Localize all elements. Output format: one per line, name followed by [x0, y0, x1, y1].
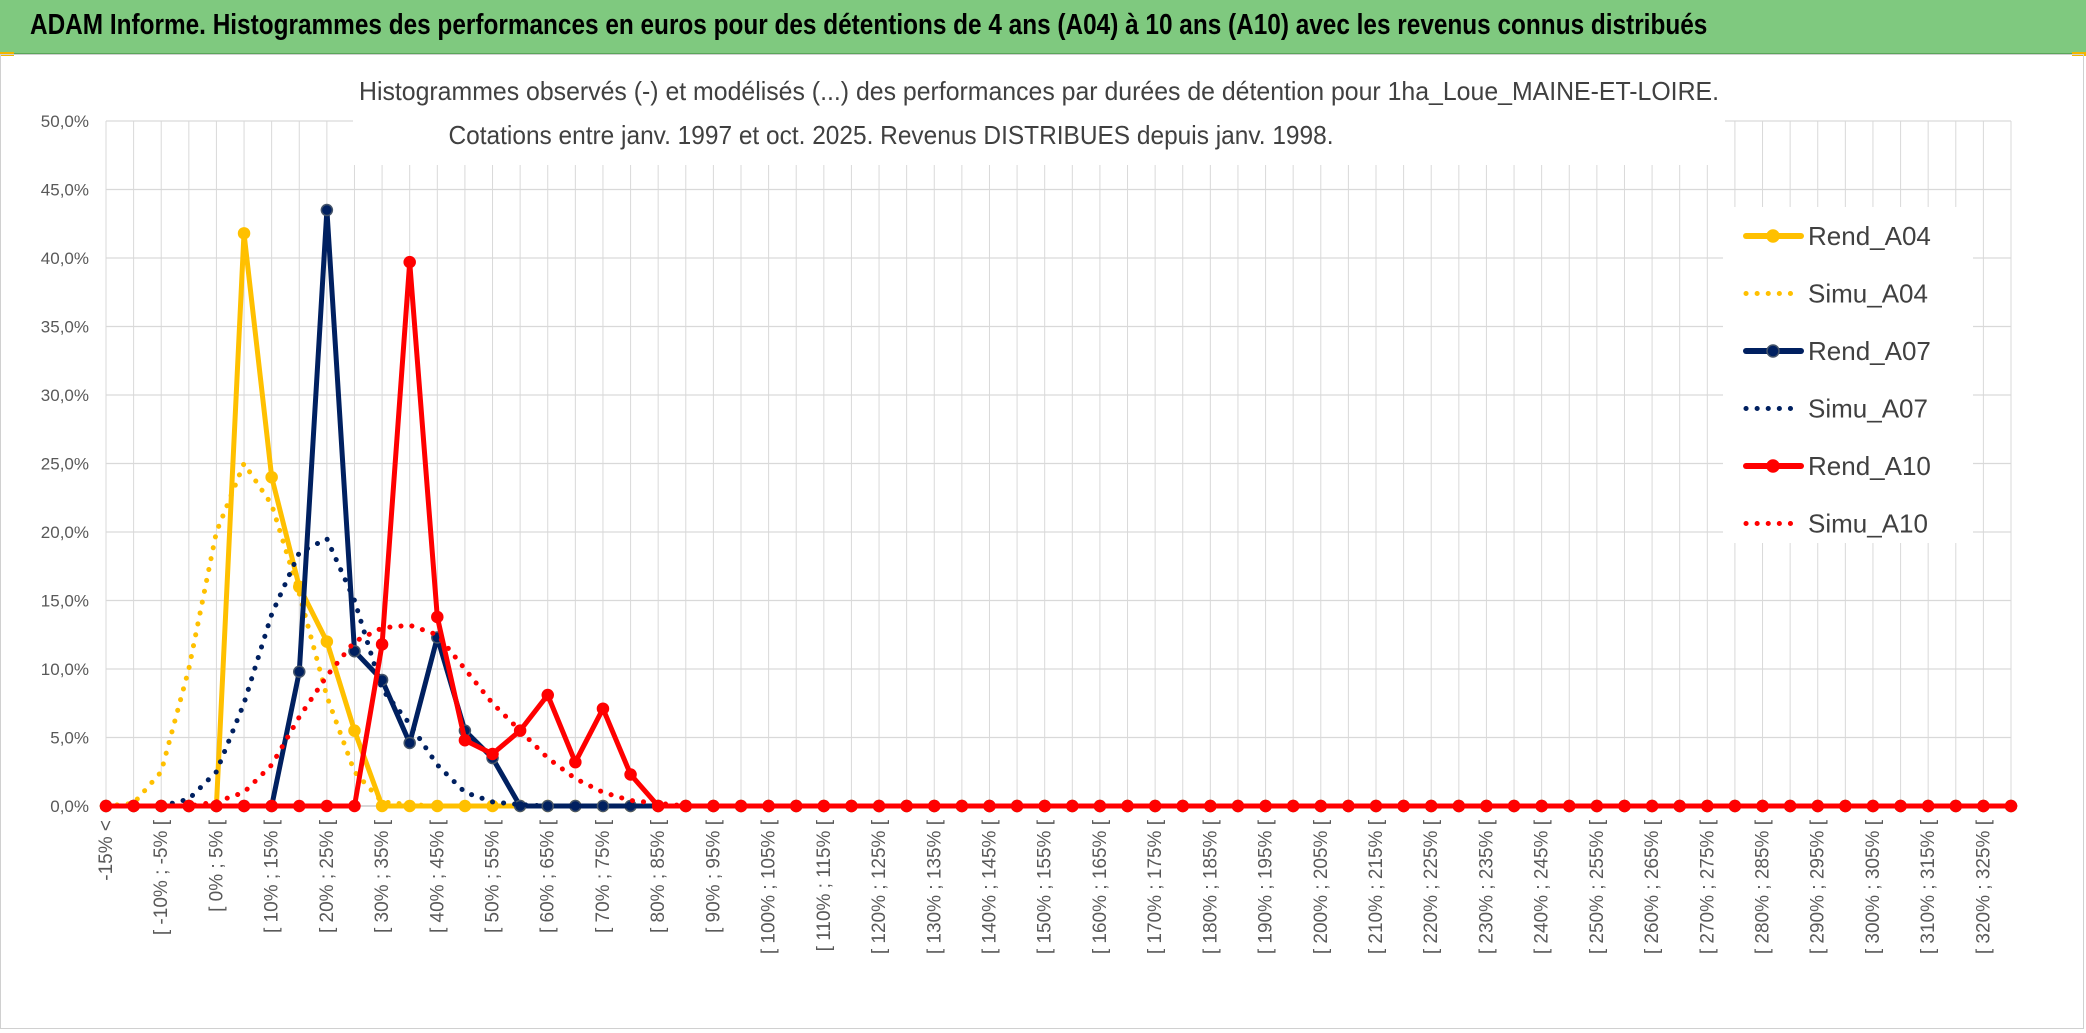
- data-point-rend-a10: [845, 799, 858, 813]
- x-tick-label: [ 280% ; 285% [: [1753, 819, 1774, 954]
- y-tick-label: 30,0%: [41, 386, 89, 405]
- data-point-rend-a10: [293, 799, 306, 813]
- report-banner: ADAM Informe. Histogrammes des performan…: [0, 0, 2086, 54]
- legend-label: Simu_A07: [1808, 394, 1928, 424]
- series-line-rend-a10: [103, 259, 2014, 809]
- x-tick-label: [ 170% ; 175% [: [1145, 819, 1166, 954]
- legend-background: [1723, 207, 1973, 543]
- y-tick-label: 50,0%: [41, 112, 89, 131]
- y-tick-label: 40,0%: [41, 249, 89, 268]
- x-tick-label: [ 140% ; 145% [: [979, 819, 1000, 954]
- data-point-rend-a10: [403, 255, 416, 269]
- x-tick-label: [ 240% ; 245% [: [1532, 819, 1553, 954]
- legend-marker: [1766, 344, 1780, 358]
- data-point-rend-a10: [431, 610, 444, 624]
- x-tick-label: [ 190% ; 195% [: [1256, 819, 1277, 954]
- x-tick-label: [ 120% ; 125% [: [869, 819, 890, 954]
- x-tick-label: [ 160% ; 165% [: [1090, 819, 1111, 954]
- x-tick-label: [ 270% ; 275% [: [1697, 819, 1718, 954]
- data-point-rend-a10: [624, 768, 637, 781]
- x-tick-label: [ 260% ; 265% [: [1642, 819, 1663, 954]
- x-tick-label: -15% <: [96, 820, 117, 881]
- y-tick-label: 10,0%: [41, 660, 89, 679]
- data-point-rend-a10: [237, 799, 251, 813]
- x-tick-label: [ 150% ; 155% [: [1035, 819, 1056, 954]
- y-tick-label: 25,0%: [41, 455, 89, 474]
- data-point-rend-a10: [375, 638, 389, 651]
- data-point-rend-a07: [403, 736, 416, 750]
- data-point-rend-a10: [320, 799, 334, 813]
- data-point-rend-a10: [1949, 799, 1963, 813]
- data-point-rend-a10: [486, 747, 499, 761]
- legend-label: Rend_A04: [1808, 221, 1931, 251]
- data-point-rend-a07: [293, 665, 306, 678]
- x-tick-label: [ 10% ; 15% [: [262, 819, 283, 933]
- x-tick-label: [ 250% ; 255% [: [1587, 819, 1608, 954]
- x-tick-label: [ 80% ; 85% [: [648, 819, 669, 933]
- legend-marker: [1766, 229, 1780, 243]
- histogram-chart: 0,0% 5,0% 10,0% 15,0% 20,0% 25,0% 30,0% 35,0% 40…: [41, 61, 2018, 954]
- x-tick-label: [ 50% ; 55% [: [483, 819, 504, 933]
- data-point-rend-a04: [348, 724, 361, 737]
- legend-label: Rend_A10: [1808, 451, 1931, 481]
- data-point-rend-a10: [348, 799, 361, 813]
- y-tick-label: 45,0%: [41, 181, 89, 200]
- x-tick-label: [ 110% ; 115% [: [814, 819, 835, 951]
- legend-marker: [1766, 459, 1780, 473]
- y-tick-label: 0,0%: [50, 797, 89, 816]
- data-point-rend-a04: [265, 470, 278, 484]
- data-point-rend-a10: [872, 799, 886, 813]
- x-tick-label: [ 310% ; 315% [: [1918, 819, 1939, 954]
- data-point-rend-a10: [1921, 799, 1935, 813]
- data-point-rend-a04: [237, 227, 251, 240]
- series-line-simu-a10: [103, 622, 2014, 809]
- x-tick-label: [ -10% ; -5% [: [151, 819, 172, 935]
- x-tick-label: [ 0% ; 5% [: [206, 819, 227, 912]
- x-tick-label: [ 200% ; 205% [: [1311, 819, 1332, 954]
- y-tick-label: 35,0%: [41, 318, 89, 337]
- x-tick-label: [ 70% ; 75% [: [593, 819, 614, 933]
- legend-label: Simu_A10: [1808, 509, 1928, 539]
- data-point-rend-a10: [596, 702, 610, 715]
- x-tick-label: [ 40% ; 45% [: [427, 819, 448, 933]
- data-point-rend-a10: [265, 799, 278, 813]
- data-point-rend-a04: [375, 799, 389, 813]
- x-tick-label: [ 290% ; 295% [: [1808, 819, 1829, 954]
- x-tick-label: [ 90% ; 95% [: [703, 819, 724, 933]
- x-tick-label: [ 210% ; 215% [: [1366, 819, 1387, 954]
- x-tick-label: [ 180% ; 185% [: [1200, 819, 1221, 954]
- chart-title: Histogrammes observés (-) et modélisés (…: [359, 76, 1719, 106]
- x-tick-label: [ 20% ; 25% [: [317, 819, 338, 933]
- report-title: ADAM Informe. Histogrammes des performan…: [30, 9, 1708, 41]
- chart-area: 0,0% 5,0% 10,0% 15,0% 20,0% 25,0% 30,0% 35,0% 40…: [0, 54, 2084, 1029]
- y-tick-label: 5,0%: [50, 729, 89, 748]
- data-point-rend-a10: [817, 799, 831, 813]
- data-point-rend-a10: [541, 688, 554, 702]
- data-point-rend-a04: [320, 635, 334, 648]
- y-tick-label: 20,0%: [41, 523, 89, 542]
- legend-label: Simu_A04: [1808, 279, 1928, 309]
- y-tick-label: 15,0%: [41, 592, 89, 611]
- x-tick-label: [ 30% ; 35% [: [372, 819, 393, 933]
- data-point-rend-a07: [320, 203, 334, 217]
- title-background: [353, 61, 1725, 165]
- series-line-simu-a07: [103, 536, 2014, 809]
- x-tick-label: [ 220% ; 225% [: [1421, 819, 1442, 954]
- legend-label: Rend_A07: [1808, 336, 1931, 366]
- x-tick-label: [ 130% ; 135% [: [924, 819, 945, 954]
- x-tick-label: [ 300% ; 305% [: [1863, 819, 1884, 954]
- x-tick-label: [ 100% ; 105% [: [759, 819, 780, 954]
- chart-subtitle: Cotations entre janv. 1997 et oct. 2025.…: [449, 120, 1334, 150]
- series-line-simu-a04: [103, 461, 2014, 809]
- data-point-rend-a10: [569, 755, 582, 769]
- x-tick-label: [ 230% ; 235% [: [1476, 819, 1497, 954]
- x-tick-label: [ 320% ; 325% [: [1973, 819, 1994, 954]
- x-tick-label: [ 60% ; 65% [: [538, 819, 559, 933]
- data-point-rend-a10: [458, 733, 472, 747]
